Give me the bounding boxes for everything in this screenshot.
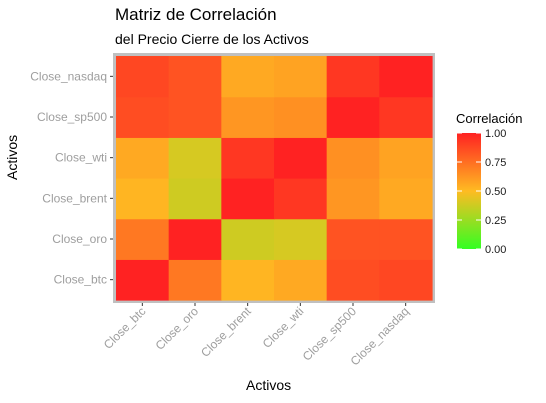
x-tick-label: Close_wti <box>260 304 307 351</box>
legend-break-label: 0.00 <box>485 244 506 256</box>
y-tick-label: Close_sp500 <box>37 110 107 124</box>
legend-break-label: 0.25 <box>485 215 506 227</box>
y-tick-label: Close_wti <box>55 151 107 165</box>
heatmap-cell-Close_btc-Close_nasdaq <box>379 259 433 301</box>
chart-title: Matriz de Correlación <box>115 5 277 24</box>
heatmap-cell-Close_sp500-Close_oro <box>168 96 222 138</box>
legend-break-label: 1.00 <box>485 128 506 140</box>
heatmap-cell-Close_wti-Close_nasdaq <box>379 137 433 179</box>
heatmap-cell-Close_brent-Close_brent <box>221 178 275 220</box>
heatmap-cell-Close_brent-Close_wti <box>274 178 328 220</box>
heatmap-cell-Close_sp500-Close_nasdaq <box>379 96 433 138</box>
heatmap-cell-Close_oro-Close_sp500 <box>326 218 380 260</box>
heatmap-cell-Close_wti-Close_sp500 <box>326 137 380 179</box>
x-tick-label: Close_oro <box>153 304 202 353</box>
heatmap-cell-Close_sp500-Close_sp500 <box>326 96 380 138</box>
heatmap-cell-Close_oro-Close_wti <box>274 218 328 260</box>
y-tick-label: Close_brent <box>42 191 107 205</box>
heatmap-cell-Close_btc-Close_btc <box>116 259 170 301</box>
y-tick-label: Close_oro <box>52 232 107 246</box>
heatmap-cell-Close_nasdaq-Close_sp500 <box>326 56 380 98</box>
heatmap-cell-Close_oro-Close_nasdaq <box>379 218 433 260</box>
heatmap-cell-Close_nasdaq-Close_oro <box>168 56 222 98</box>
heatmap-cell-Close_wti-Close_wti <box>274 137 328 179</box>
y-axis-title: Activos <box>4 134 20 180</box>
heatmap-cell-Close_btc-Close_sp500 <box>326 259 380 301</box>
legend-break-label: 0.75 <box>485 157 506 169</box>
y-tick-label: Close_btc <box>54 273 107 287</box>
heatmap-cell-Close_wti-Close_brent <box>221 137 275 179</box>
heatmap-cell-Close_nasdaq-Close_brent <box>221 56 275 98</box>
heatmap-cell-Close_wti-Close_oro <box>168 137 222 179</box>
heatmap-cell-Close_brent-Close_sp500 <box>326 178 380 220</box>
heatmap-cell-Close_oro-Close_oro <box>168 218 222 260</box>
heatmap-cell-Close_oro-Close_btc <box>116 218 170 260</box>
heatmap-cell-Close_btc-Close_brent <box>221 259 275 301</box>
heatmap-cell-Close_nasdaq-Close_nasdaq <box>379 56 433 98</box>
heatmap-cell-Close_btc-Close_oro <box>168 259 222 301</box>
heatmap-cell-Close_brent-Close_btc <box>116 178 170 220</box>
x-tick-label: Close_brent <box>198 304 254 360</box>
legend-title: Correlación <box>456 111 523 126</box>
heatmap-cell-Close_nasdaq-Close_wti <box>274 56 328 98</box>
heatmap-cell-Close_oro-Close_brent <box>221 218 275 260</box>
heatmap-cell-Close_wti-Close_btc <box>116 137 170 179</box>
x-tick-label: Close_btc <box>101 304 149 352</box>
heatmap-cell-Close_sp500-Close_brent <box>221 96 275 138</box>
heatmap-cell-Close_brent-Close_nasdaq <box>379 178 433 220</box>
heatmap-cell-Close_brent-Close_oro <box>168 178 222 220</box>
heatmap-cell-Close_sp500-Close_btc <box>116 96 170 138</box>
heatmap-cell-Close_nasdaq-Close_btc <box>116 56 170 98</box>
legend-break-label: 0.50 <box>485 186 506 198</box>
chart-subtitle: del Precio Cierre de los Activos <box>115 31 309 47</box>
heatmap-cell-Close_sp500-Close_wti <box>274 96 328 138</box>
heatmap-cell-Close_btc-Close_wti <box>274 259 328 301</box>
y-tick-label: Close_nasdaq <box>30 69 107 83</box>
x-axis-title: Activos <box>246 377 292 393</box>
